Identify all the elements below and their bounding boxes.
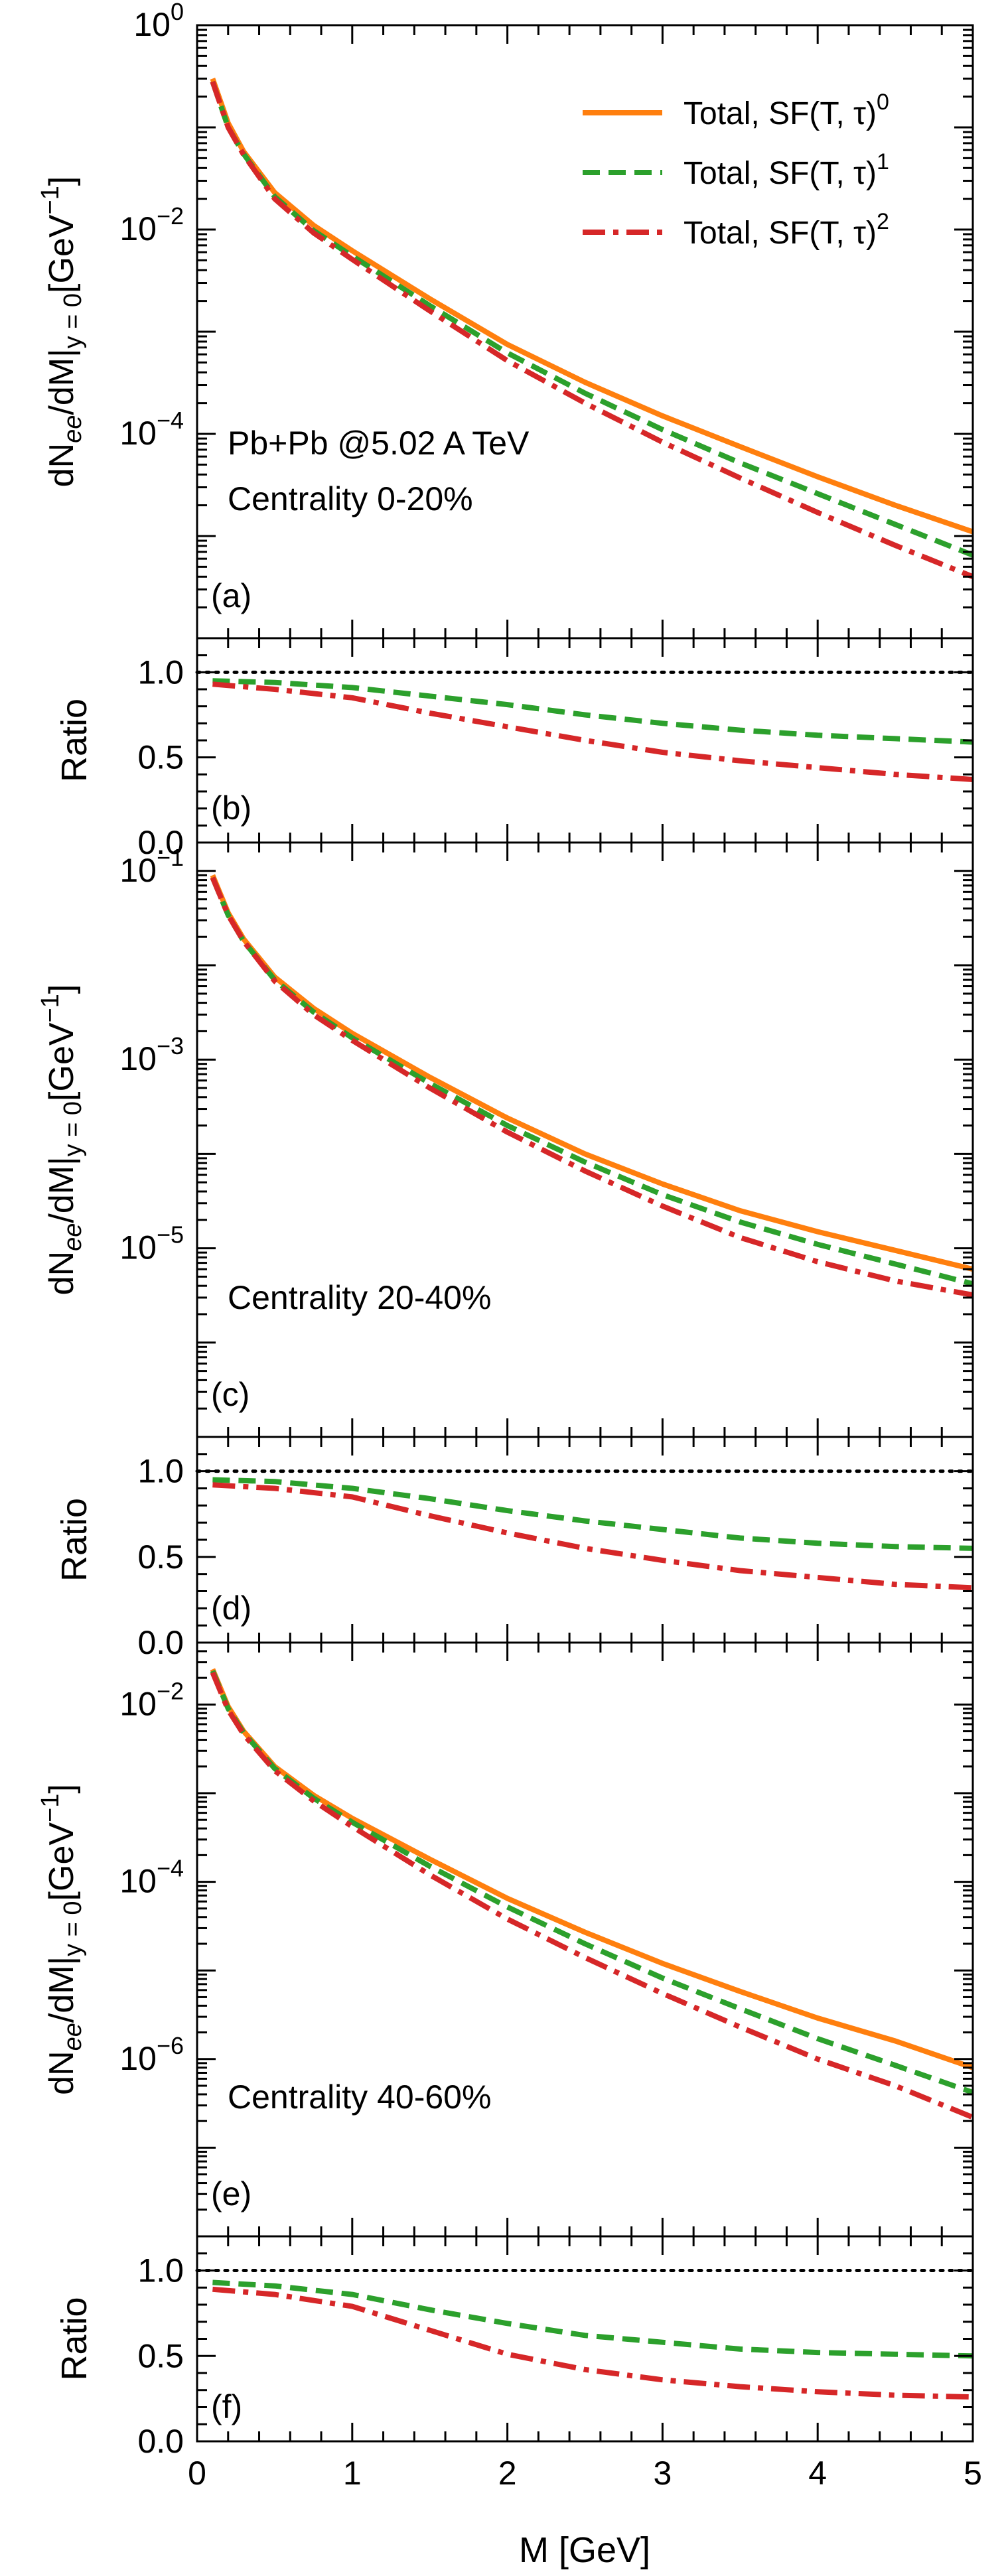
y-tick-label: 0.5 <box>137 739 184 776</box>
panel-label: (e) <box>211 2175 252 2212</box>
plot-frame <box>196 1436 974 1644</box>
legend-entry-sf0: Total, SF(T, τ)0 <box>583 90 889 131</box>
y-tick-label: 0.5 <box>137 2337 184 2374</box>
system-annotation: Pb+Pb @5.02 A TeV <box>228 425 530 462</box>
legend: Total, SF(T, τ)0 Total, SF(T, τ)1 Total, S… <box>583 90 889 251</box>
panel-label: (f) <box>211 2388 242 2425</box>
centrality-annotation: Centrality 40-60% <box>228 2078 491 2116</box>
panel-label: (b) <box>211 789 252 827</box>
x-tick-label: 5 <box>964 2455 982 2492</box>
y-tick-label: 1.0 <box>137 1453 184 1490</box>
y-axis-label: dNee/dM|y = 0[GeV−1] <box>36 984 87 1296</box>
panel-c: 10−1 10−3 10−5 (c) Centrality 20-40% dNee/dM|… <box>36 841 974 1438</box>
series-line-sf0 <box>210 1668 973 2070</box>
series-line-sf1 <box>212 1477 973 1551</box>
plot-frame <box>196 841 974 1438</box>
y-axis-label: Ratio <box>54 2297 94 2380</box>
series-line-sf2 <box>210 1671 973 2120</box>
y-tick-label: 1.0 <box>137 2252 184 2289</box>
series-line-sf2 <box>212 2286 973 2400</box>
y-tick-label: 10−3 <box>119 1032 184 1077</box>
y-axis-label: Ratio <box>54 699 94 782</box>
panel-label: (a) <box>211 577 252 614</box>
x-axis-label: M [GeV] <box>519 2530 650 2570</box>
y-tick-label: 0.0 <box>137 824 184 861</box>
y-tick-label: 10−6 <box>119 2032 184 2077</box>
plot-frame <box>196 637 974 844</box>
y-tick-label: 10−5 <box>119 1221 184 1266</box>
y-tick-label: 0.0 <box>137 2423 184 2460</box>
centrality-annotation: Centrality 20-40% <box>228 1279 491 1316</box>
x-tick-label: 3 <box>653 2455 672 2492</box>
panel-e: 10−2 10−4 10−6 (e) Centrality 40-60% dNee/dM|… <box>36 1641 974 2238</box>
y-tick-label: 10−2 <box>119 1677 184 1722</box>
x-tick-label: 2 <box>498 2455 517 2492</box>
y-tick-label: 0.5 <box>137 1538 184 1576</box>
y-tick-label: 10−4 <box>119 1855 184 1900</box>
y-tick-label: 1.0 <box>137 653 184 691</box>
panel-f: 0.0 0.5 1.0 (f) Ratio <box>54 2235 975 2460</box>
legend-label: Total, SF(T, τ)2 <box>683 209 889 251</box>
panel-a: 100 10−2 10−4 (a) Centrality 0-20% dNee/dM|y … <box>36 0 974 640</box>
series-line-sf2 <box>210 876 973 1298</box>
y-axis-label: dNee/dM|y = 0[GeV−1] <box>36 176 87 488</box>
y-tick-label: 10−4 <box>119 407 184 452</box>
series-line-sf2 <box>212 681 973 782</box>
series-line-sf1 <box>212 2279 973 2359</box>
series-line-sf1 <box>210 876 973 1287</box>
panel-b: 0.0 0.5 1.0 (b) Ratio <box>54 637 975 861</box>
y-tick-label: 10−2 <box>119 202 184 247</box>
panel-label: (d) <box>211 1590 252 1627</box>
legend-entry-sf2: Total, SF(T, τ)2 <box>583 209 889 251</box>
plot-frame <box>196 2235 974 2443</box>
centrality-annotation: Centrality 0-20% <box>228 480 473 517</box>
series-line-sf1 <box>210 1670 973 2095</box>
x-tick-label: 1 <box>343 2455 362 2492</box>
panel-label: (c) <box>211 1376 250 1413</box>
series-line-sf0 <box>210 874 973 1272</box>
legend-label: Total, SF(T, τ)1 <box>683 149 889 191</box>
y-axis-label: Ratio <box>54 1498 94 1582</box>
panel-d: 0.0 0.5 1.0 (d) Ratio <box>54 1436 975 1661</box>
series-line-sf2 <box>212 1482 973 1591</box>
series-line-sf1 <box>212 678 973 745</box>
series-line-sf0 <box>210 78 973 535</box>
legend-entry-sf1: Total, SF(T, τ)1 <box>583 149 889 191</box>
y-tick-label: 100 <box>133 0 184 43</box>
y-tick-label: 0.0 <box>137 1624 184 1661</box>
x-tick-label: 0 <box>188 2455 206 2492</box>
series-line-sf2 <box>210 80 973 580</box>
y-tick-label: 10−1 <box>119 844 184 889</box>
y-axis-label: dNee/dM|y = 0[GeV−1] <box>36 1784 87 2095</box>
x-tick-label: 4 <box>808 2455 827 2492</box>
plot-frame <box>196 1641 974 2238</box>
legend-label: Total, SF(T, τ)0 <box>683 90 889 131</box>
